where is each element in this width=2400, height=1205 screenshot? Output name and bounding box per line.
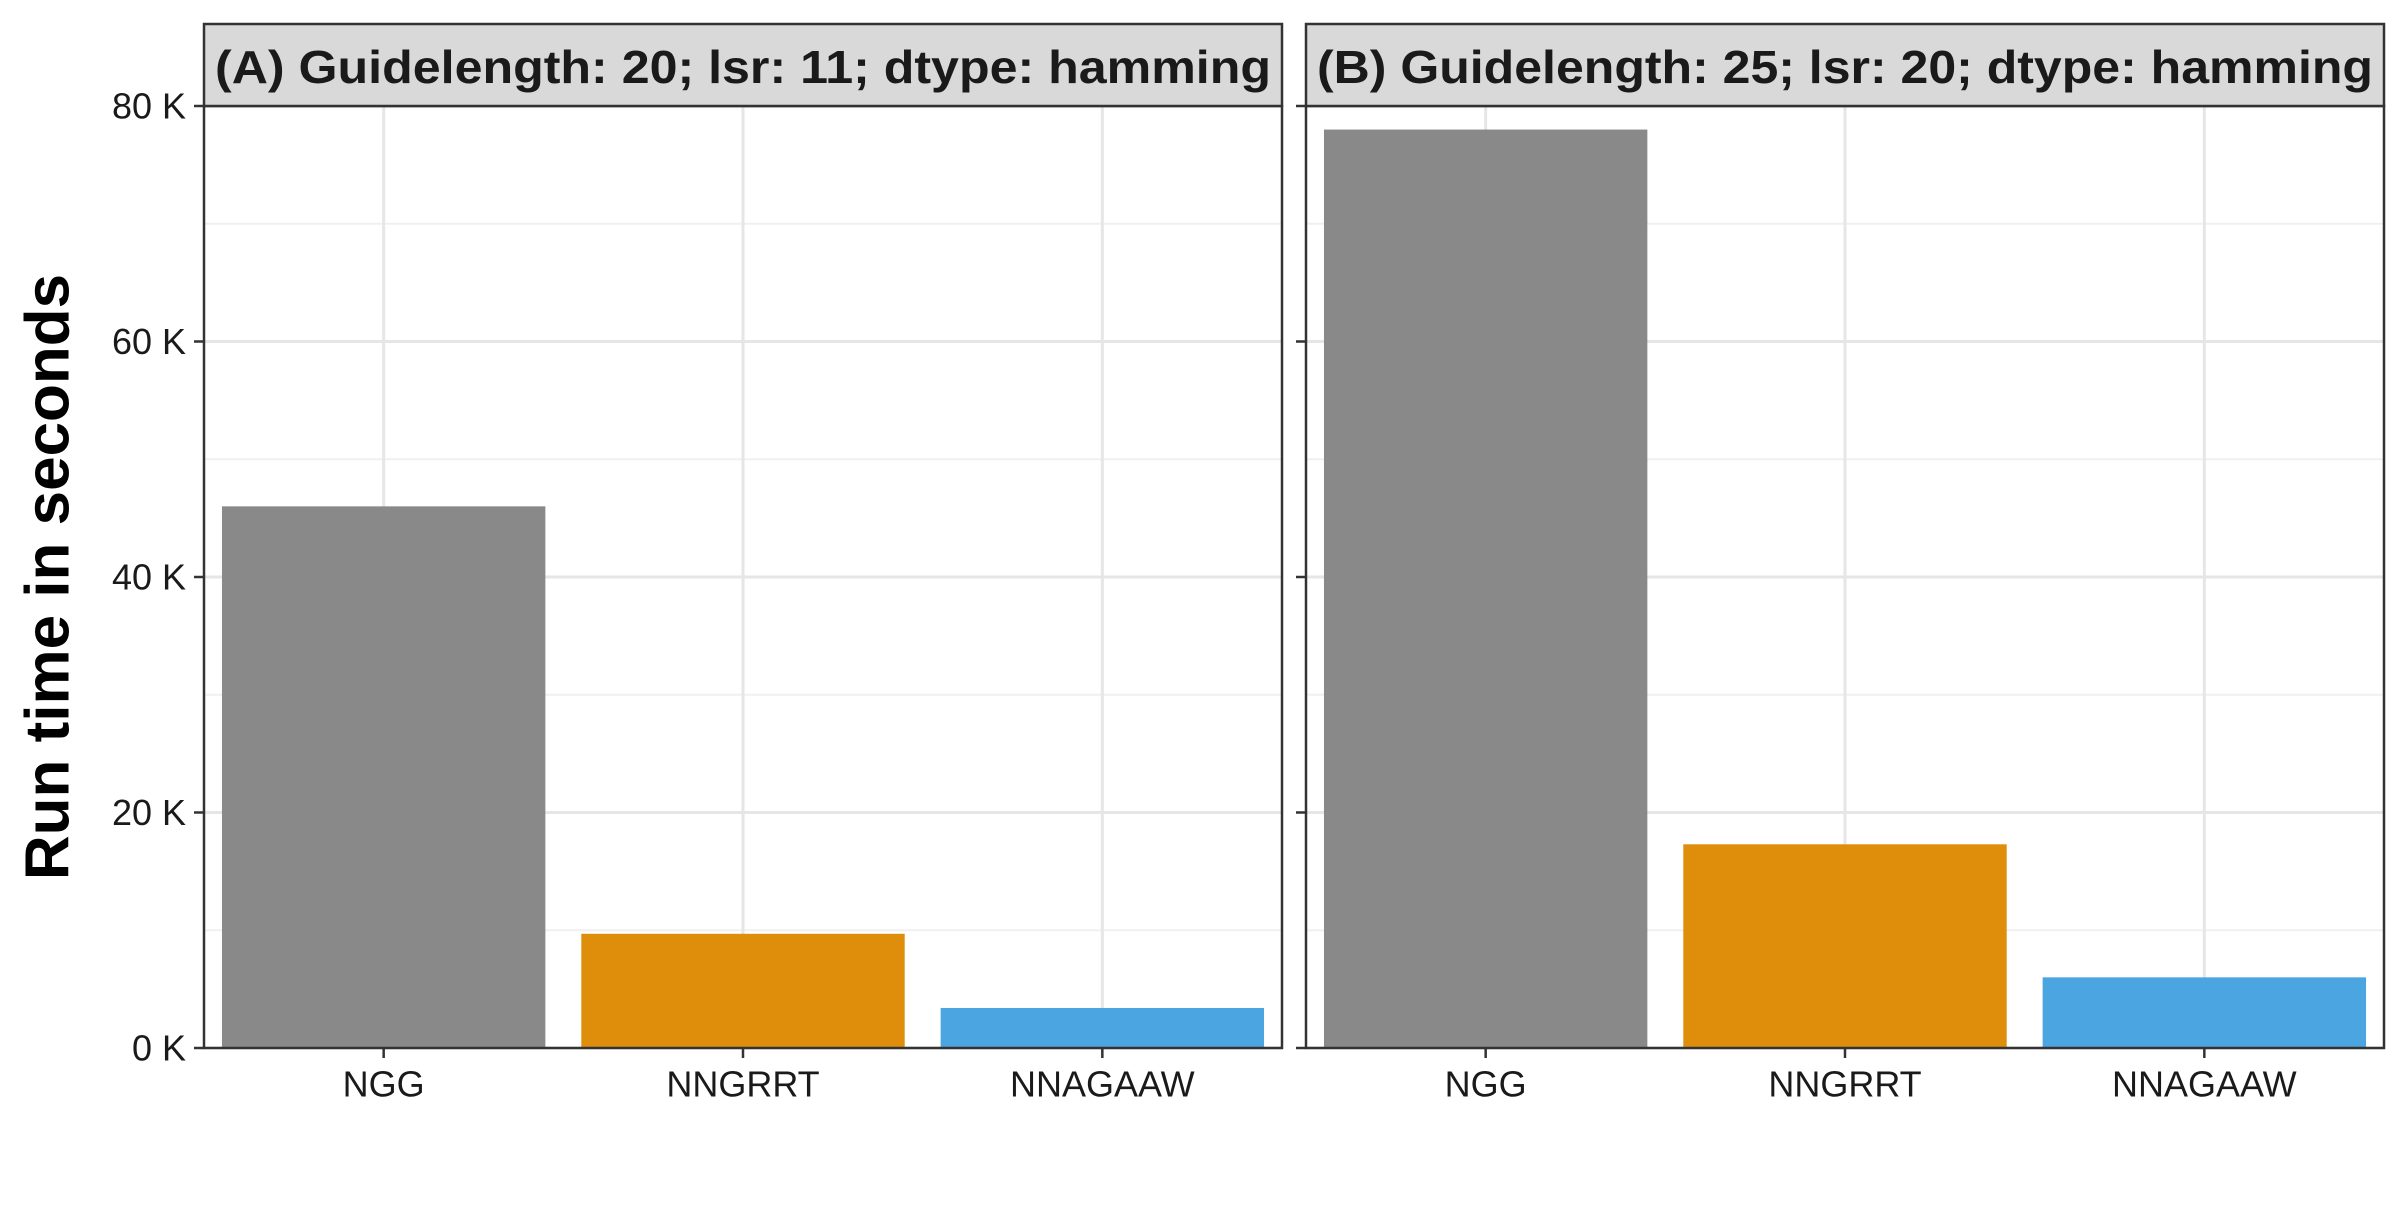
facet-title: (A) Guidelength: 20; lsr: 11; dtype: ham… [215, 41, 1271, 93]
y-tick-label: 0 K [132, 1028, 186, 1069]
bar-ngg [1323, 129, 1648, 1049]
y-tick-label: 80 K [112, 86, 186, 127]
facet-strip [1304, 22, 2386, 108]
bar-nngrrt [581, 933, 905, 1048]
panel-b: (B) Guidelength: 25; lsr: 20; dtype: ham… [1296, 22, 2386, 1105]
x-tick-label: NNGRRT [666, 1064, 819, 1105]
facet-strip [202, 22, 1284, 108]
x-tick-label: NNAGAAW [2112, 1064, 2297, 1105]
y-tick-label: 20 K [112, 792, 186, 833]
bar-ngg [221, 506, 546, 1049]
x-tick-label: NNGRRT [1768, 1064, 1921, 1105]
x-tick-label: NNAGAAW [1010, 1064, 1195, 1105]
y-axis-title: Run time in seconds [14, 274, 83, 880]
y-axis-title-group: Run time in seconds [14, 274, 83, 880]
bar-nngrrt [1683, 844, 2007, 1048]
y-tick-label: 60 K [112, 321, 186, 362]
bar-nnagaaw [940, 1007, 1265, 1048]
panel-a: (A) Guidelength: 20; lsr: 11; dtype: ham… [112, 22, 1284, 1105]
bar-nnagaaw [2042, 977, 2367, 1048]
y-tick-label: 40 K [112, 557, 186, 598]
x-tick-label: NGG [343, 1064, 425, 1105]
facet-title: (B) Guidelength: 25; lsr: 20; dtype: ham… [1317, 41, 2373, 93]
x-tick-label: NGG [1445, 1064, 1527, 1105]
